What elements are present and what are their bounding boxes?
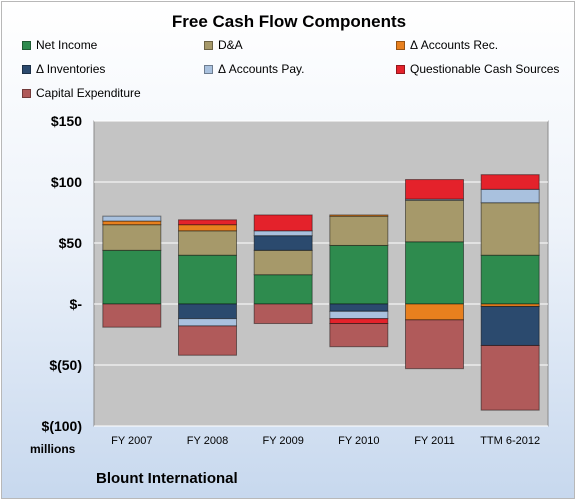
bar-segment-accounts-rec [329,214,389,217]
bar-segment-accounts-pay [253,230,313,237]
bar-segment-capital-expenditure [405,319,464,370]
bar-segment-net-income [253,274,313,305]
x-tick-label: FY 2007 [111,435,152,447]
x-tick-label: FY 2010 [338,435,379,447]
x-tick-label: TTM 6-2012 [480,435,540,447]
legend-item-capital-expenditure: Capital Expenditure [22,86,141,100]
legend-label: Δ Accounts Rec. [410,38,499,52]
x-tick-label: FY 2008 [187,435,228,447]
bar-segment-d-a [178,230,237,256]
legend-label: Questionable Cash Sources [410,62,560,76]
bar-segment-net-income [405,241,464,305]
bar-segment-accounts-rec [102,220,162,226]
y-tick-label: $100 [51,174,82,190]
legend-swatch [204,64,213,74]
legend-swatch [22,88,31,98]
bar-segment-d-a [405,199,464,243]
bar-segment-questionable-cash-sources [405,179,464,200]
bar-segment-capital-expenditure [102,303,162,328]
bar-segment-accounts-rec [178,224,237,232]
bar-segment-inventories [253,235,313,251]
bar-segment-inventories [329,303,389,312]
legend-label: Net Income [36,38,98,52]
y-tick-label: $- [70,296,83,312]
legend-item-questionable-cash-sources: Questionable Cash Sources [396,62,559,76]
legend-item-d-a: D&A [204,38,243,52]
bar-segment-capital-expenditure [329,323,389,348]
y-tick-label: $(100) [42,418,82,434]
bar-segment-d-a [480,202,540,256]
legend-swatch [204,40,213,50]
legend-swatch [22,64,31,74]
bar-segment-accounts-pay [178,318,237,327]
bar-segment-questionable-cash-sources [329,318,389,325]
legend-label: D&A [218,38,243,52]
legend-item-inventories: Δ Inventories [22,62,105,76]
legend-label: Δ Accounts Pay. [218,62,305,76]
legend-item-accounts-pay: Δ Accounts Pay. [204,62,305,76]
legend-swatch [396,64,405,74]
legend-swatch [396,40,405,50]
y-axis-units-label: millions [30,442,76,456]
bar-segment-accounts-pay [102,215,162,222]
legend-item-net-income: Net Income [22,38,97,52]
bar-segment-accounts-rec [405,303,464,321]
bar-segment-questionable-cash-sources [178,219,237,226]
company-name: Blount International [96,470,238,487]
bar-segment-capital-expenditure [480,344,540,411]
x-tick-label: FY 2009 [262,435,303,447]
bar-segment-questionable-cash-sources [253,214,313,232]
bar-segment-net-income [102,249,162,305]
legend-swatch [22,40,31,50]
plot-area [93,120,549,427]
bar-segment-net-income [178,254,237,305]
bar-segment-capital-expenditure [178,325,237,356]
legend-item-accounts-rec: Δ Accounts Rec. [396,38,498,52]
chart-title: Free Cash Flow Components [171,12,407,31]
bar-segment-accounts-pay [329,310,389,320]
bar-segment-capital-expenditure [253,303,313,325]
y-tick-label: $150 [51,113,82,129]
bar-segment-d-a [329,215,389,246]
y-tick-label: $(50) [49,357,82,373]
x-tick-label: FY 2011 [414,435,455,447]
bar-segment-inventories [480,305,540,346]
legend-label: Capital Expenditure [36,86,141,100]
bar-segment-accounts-pay [480,188,540,204]
bar-segment-d-a [253,249,313,276]
bar-segment-net-income [480,254,540,305]
bar-segment-inventories [178,303,237,320]
bar-segment-net-income [329,244,389,305]
legend-label: Δ Inventories [36,62,106,76]
y-tick-label: $50 [59,235,83,251]
bar-segment-questionable-cash-sources [480,174,540,190]
bar-segment-d-a [102,224,162,251]
